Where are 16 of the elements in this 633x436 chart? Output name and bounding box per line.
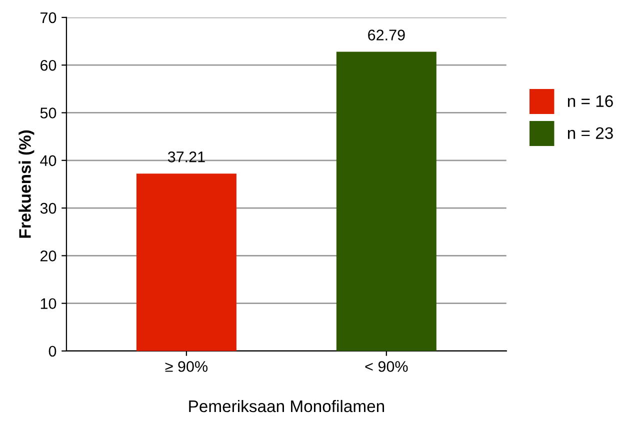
x-tick-label: < 90% [365,361,408,372]
y-tick-label: 70 [40,12,56,24]
y-axis-title: Frekuensi (%) [18,130,34,238]
y-tick-label: 20 [40,250,56,262]
y-tick-label: 0 [48,346,56,357]
data-label: 62.79 [368,30,405,40]
data-label: 37.21 [168,152,205,162]
y-tick-label: 50 [40,108,56,118]
x-axis-title: Pemeriksaan Monofilamen [189,400,384,412]
y-tick-label: 10 [40,298,56,310]
legend-label: n = 23 [568,127,613,139]
y-tick-label: 60 [40,60,56,71]
y-tick-label: 40 [40,155,56,166]
y-tick-label: 30 [40,202,56,214]
x-tick-label: ≥ 90% [165,361,208,372]
legend-label: n = 16 [568,95,613,108]
